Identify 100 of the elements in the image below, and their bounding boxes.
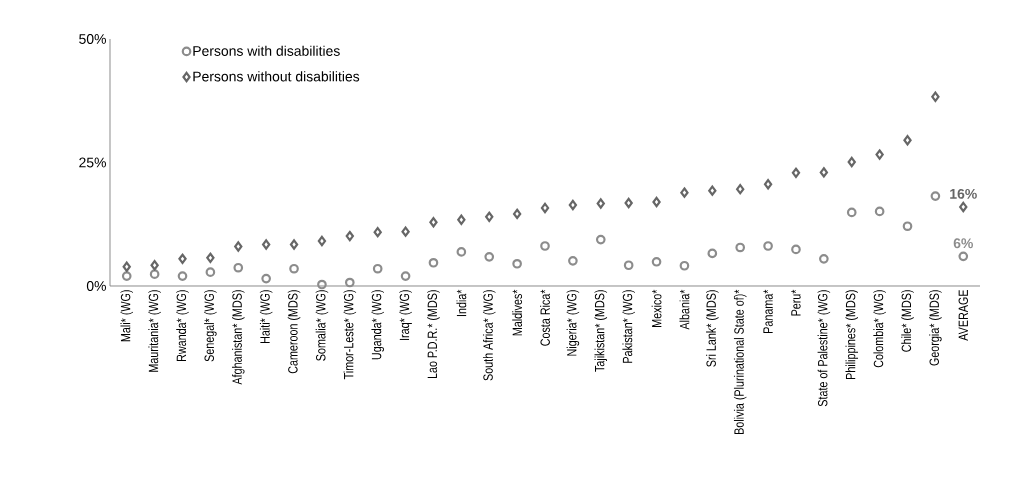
point <box>289 239 299 250</box>
x-tick-label: India* <box>456 289 467 317</box>
point <box>205 267 216 277</box>
x-tick-label: Sri Lank* (MDS) <box>706 290 719 367</box>
y-tick-label: 50% <box>79 34 106 44</box>
point <box>512 208 522 220</box>
point <box>150 260 159 271</box>
legend-label: Persons with disabilities <box>193 45 340 56</box>
x-tick-label: Peru* <box>791 289 801 316</box>
x-tick-label: Somalia* (WG) <box>315 290 329 361</box>
point <box>428 257 439 268</box>
x-tick-label: Maldives* <box>512 289 523 336</box>
x-tick-label: Mali* (WG) <box>120 290 133 342</box>
point <box>317 279 327 290</box>
x-tick-label: Mauritania* (WG) <box>148 290 161 372</box>
point <box>568 255 578 266</box>
point <box>317 235 327 247</box>
x-tick-label: Rwanda* (WG) <box>176 290 189 361</box>
x-tick-label: Albania* <box>679 289 690 330</box>
x-tick-label: South Africa* (WG) <box>482 290 496 381</box>
x-tick-label: Pakistan* (WG) <box>622 290 635 363</box>
point <box>429 217 438 228</box>
point <box>373 226 382 238</box>
point <box>958 251 969 262</box>
point <box>763 179 773 190</box>
point <box>401 226 410 237</box>
point <box>596 198 605 209</box>
point <box>457 214 466 226</box>
point <box>902 221 913 232</box>
point <box>930 191 941 201</box>
point <box>233 262 244 273</box>
point <box>623 260 634 271</box>
point <box>177 271 188 281</box>
point <box>707 248 718 259</box>
point <box>400 271 411 281</box>
point <box>149 269 160 279</box>
point <box>819 167 829 178</box>
x-tick-label: Bolivia (Plurinational State of)* <box>733 289 747 434</box>
point <box>903 135 912 146</box>
point <box>736 183 745 195</box>
point <box>456 247 467 257</box>
point <box>652 196 661 208</box>
point <box>261 239 271 250</box>
point <box>234 241 243 252</box>
point <box>624 197 633 209</box>
data-label: 6% <box>953 238 973 249</box>
point <box>512 258 522 269</box>
x-tick-label: State of Palestine* (WG) <box>817 290 831 407</box>
data-label: 16% <box>950 188 977 199</box>
point <box>763 241 773 251</box>
point <box>847 156 856 168</box>
point <box>178 253 187 265</box>
point <box>485 211 494 223</box>
x-tick-label: Georgia* (MDS) <box>929 290 942 366</box>
point <box>344 277 355 288</box>
point <box>708 185 717 196</box>
point <box>595 234 606 245</box>
point <box>931 91 940 103</box>
x-tick-label: Chile* (MDS) <box>901 290 914 352</box>
point <box>679 260 690 271</box>
point <box>791 244 801 255</box>
x-tick-label: Lao P.D.R.* (MDS) <box>427 290 440 379</box>
point <box>372 263 383 274</box>
point <box>791 167 801 179</box>
point <box>261 273 271 284</box>
x-tick-label: Colombia* (WG) <box>873 290 886 368</box>
point <box>540 241 550 251</box>
point <box>121 271 132 281</box>
point <box>651 256 662 267</box>
point <box>345 230 354 242</box>
x-tick-label: Mexico* <box>651 289 662 327</box>
point <box>819 253 829 264</box>
point <box>680 187 689 198</box>
x-tick-label: Timor-Leste* (WG) <box>343 290 357 380</box>
x-tick-label: Costa Rica* <box>540 289 550 346</box>
point <box>735 242 746 253</box>
x-tick-label: AVERAGE <box>958 289 969 341</box>
point <box>206 252 215 264</box>
x-tick-label: Nigeria* (WG) <box>566 290 580 356</box>
x-tick-label: Iraq* (WG) <box>399 290 412 340</box>
point <box>959 201 968 213</box>
point <box>540 202 550 214</box>
point <box>874 206 885 217</box>
point <box>846 207 857 218</box>
x-tick-label: Philippines* (MDS) <box>845 290 859 379</box>
point <box>289 263 299 274</box>
x-tick-label: Panama* <box>763 289 773 333</box>
legend-label: Persons without disabilities <box>193 71 360 82</box>
x-tick-label: Senegal* (WG) <box>204 290 217 362</box>
point <box>122 261 131 272</box>
x-tick-label: Afghanistan* (MDS) <box>232 290 245 385</box>
x-tick-label: Tajikistan* (MDS) <box>594 290 608 372</box>
x-tick-label: Uganda* (WG) <box>371 290 384 360</box>
x-tick-label: Cameroon (MDS) <box>287 290 301 374</box>
x-tick-label: Haiti* (WG) <box>259 290 273 344</box>
point <box>568 199 578 211</box>
y-tick-label: 25% <box>79 157 106 168</box>
y-tick-label: 0% <box>86 281 106 291</box>
point <box>875 149 884 160</box>
point <box>484 252 495 262</box>
